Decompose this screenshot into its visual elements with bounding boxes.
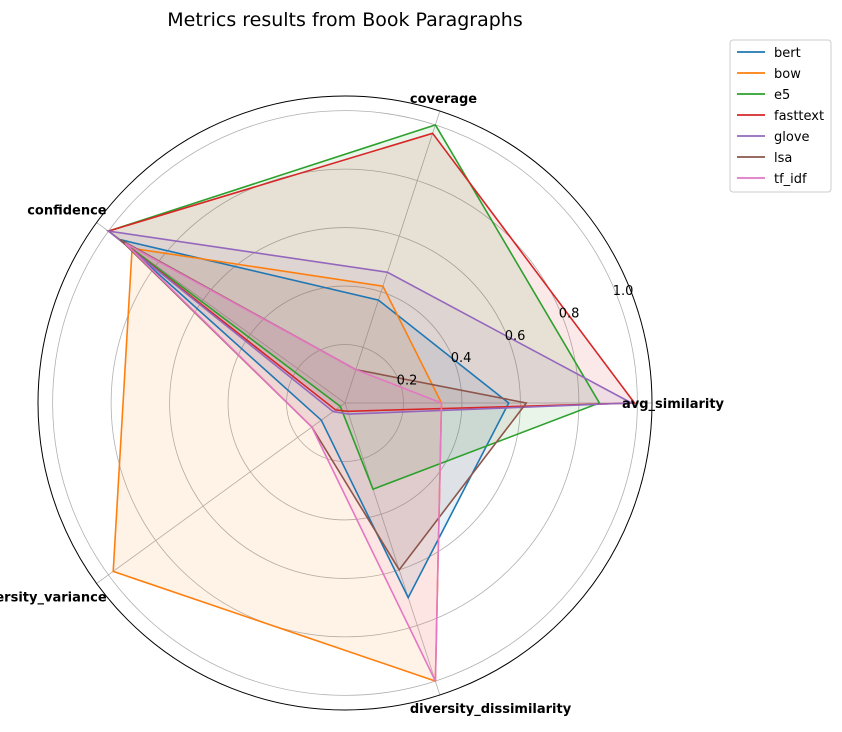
series-fills: [108, 124, 635, 682]
legend-label-bert: bert: [774, 46, 801, 61]
series-fill-e5: [108, 124, 600, 490]
series-fill-tf_idf: [125, 243, 442, 682]
outer-frame: [37, 95, 653, 711]
legend-frame: [729, 39, 832, 193]
legend-label-fasttext: fasttext: [774, 109, 824, 124]
tick-label-1.0: 1.0: [613, 284, 634, 299]
tick-label-0.4: 0.4: [451, 351, 472, 366]
series-line-e5: [106, 123, 601, 491]
spoke-diversity_dissimilarity: [344, 402, 441, 696]
axis-label-confidence: confidence: [27, 204, 107, 219]
axis-label-coverage: coverage: [410, 92, 477, 107]
spoke-coverage: [344, 110, 441, 404]
tick-label-0.6: 0.6: [505, 329, 526, 344]
legend-label-tf_idf: tf_idf: [774, 172, 807, 187]
series-fill-bow: [113, 248, 442, 682]
series-fill-fasttext: [108, 133, 635, 412]
legend-label-bow: bow: [774, 67, 801, 82]
legend: bert bow e5 fasttext glove lsa tf_idf: [729, 39, 832, 193]
legend-label-glove: glove: [774, 130, 810, 145]
axis-label-avg_similarity: avg_similarity: [622, 397, 725, 412]
series-line-glove: [105, 229, 635, 415]
series-fill-glove: [108, 231, 632, 415]
axis-labels: avg_similarity coverage confidence diversit…: [0, 92, 725, 717]
series-line-fasttext: [106, 132, 637, 413]
tick-label-0.2: 0.2: [397, 374, 418, 389]
legend-label-e5: e5: [774, 88, 790, 103]
spoke-diversity_variance: [96, 402, 346, 584]
series-lines: [105, 123, 637, 683]
axis-label-diversity_variance: diversity_variance: [0, 590, 107, 605]
legend-label-lsa: lsa: [774, 151, 792, 166]
axis-label-diversity_dissimilarity: diversity_dissimilarity: [410, 702, 572, 717]
radial-tick-labels: 0.2 0.4 0.6 0.8 1.0: [397, 284, 634, 389]
series-line-bert: [119, 238, 510, 600]
series-fill-bert: [120, 239, 509, 598]
chart-title: Metrics results from Book Paragraphs: [167, 9, 523, 31]
series-line-tf_idf: [124, 242, 443, 682]
tick-label-0.8: 0.8: [559, 306, 580, 321]
radar-grid: [37, 95, 653, 711]
